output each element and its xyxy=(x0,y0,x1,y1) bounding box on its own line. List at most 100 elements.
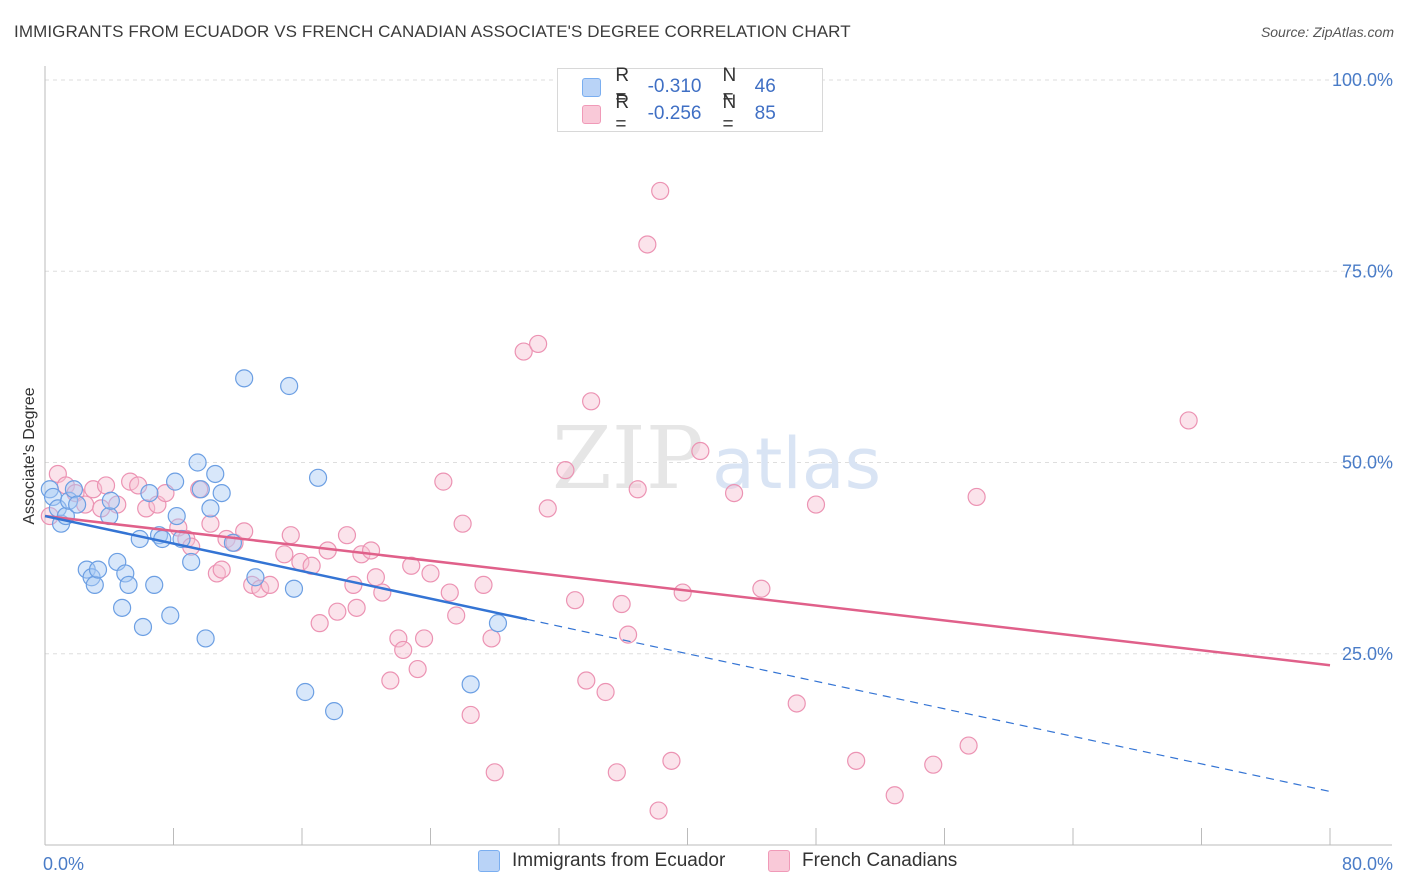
data-point-french xyxy=(651,181,670,201)
y-tick-label: 25.0% xyxy=(1342,644,1393,664)
legend-n-value: 85 xyxy=(754,103,776,124)
data-point-french xyxy=(618,625,638,644)
chart-title: IMMIGRANTS FROM ECUADOR VS FRENCH CANADI… xyxy=(14,22,851,41)
data-point-french xyxy=(959,736,978,755)
data-point-ecuador xyxy=(296,682,315,702)
data-point-ecuador xyxy=(85,575,104,595)
data-point-french xyxy=(344,575,363,595)
data-point-french xyxy=(596,682,615,702)
data-point-ecuador xyxy=(191,480,210,499)
data-point-french xyxy=(421,564,440,583)
source-label: Source: ZipAtlas.com xyxy=(1260,24,1394,40)
trend-line-ecuador xyxy=(44,514,528,621)
data-point-french xyxy=(251,579,270,598)
data-point-french xyxy=(673,583,692,602)
data-point-ecuador xyxy=(246,568,265,587)
data-point-ecuador xyxy=(133,617,153,637)
data-point-ecuador xyxy=(235,369,254,388)
data-point-ecuador xyxy=(166,472,185,491)
data-point-french xyxy=(96,476,116,495)
data-point-french xyxy=(538,499,557,518)
data-point-french xyxy=(724,484,744,503)
y-axis-label: Associate's Degree xyxy=(21,387,38,524)
data-point-ecuador xyxy=(196,629,215,648)
data-point-french xyxy=(752,579,771,598)
data-point-french xyxy=(347,598,366,617)
y-tick-label: 75.0% xyxy=(1342,261,1393,281)
data-point-french xyxy=(787,694,806,713)
data-point-french xyxy=(461,705,480,725)
data-point-french xyxy=(394,640,413,660)
bottom-legend-swatch-ecuador xyxy=(478,850,500,872)
data-point-french xyxy=(1179,411,1198,430)
bottom-legend-label-french: French Canadians xyxy=(802,850,958,871)
data-point-french xyxy=(337,526,357,545)
data-point-ecuador xyxy=(280,376,299,396)
data-point-french xyxy=(137,499,156,518)
data-point-french xyxy=(529,334,548,354)
data-point-ecuador xyxy=(182,552,201,572)
x-tick-label: 80.0% xyxy=(1342,854,1393,874)
y-tick-label: 50.0% xyxy=(1342,453,1393,473)
grid-lines xyxy=(45,79,1392,655)
data-point-french xyxy=(514,342,533,361)
data-point-french xyxy=(447,606,466,625)
data-point-ecuador xyxy=(284,579,304,598)
data-point-ecuador xyxy=(112,598,132,617)
data-point-ecuador xyxy=(130,529,149,549)
data-point-ecuador xyxy=(101,491,120,510)
y-tick-label: 100.0% xyxy=(1332,70,1393,90)
data-point-ecuador xyxy=(488,614,508,633)
legend-swatch-ecuador xyxy=(582,77,602,97)
data-point-french xyxy=(628,480,647,499)
data-point-french xyxy=(260,575,279,595)
trend-lines xyxy=(44,514,1331,793)
legend-r-value: -0.310 xyxy=(647,76,702,97)
data-point-ecuador xyxy=(68,495,87,514)
data-point-french xyxy=(885,786,904,805)
data-point-french xyxy=(565,591,585,610)
axes xyxy=(44,66,1392,846)
data-point-ecuador xyxy=(188,453,207,472)
data-point-french xyxy=(310,614,329,633)
data-point-ecuador xyxy=(64,480,84,499)
bottom-legend-item-ecuador: Immigrants from Ecuador xyxy=(478,850,725,872)
data-point-ecuador xyxy=(167,506,186,526)
bottom-legend-item-french: French Canadians xyxy=(768,850,957,872)
data-point-french xyxy=(474,575,493,595)
data-point-french xyxy=(275,545,294,564)
data-point-french xyxy=(381,671,400,690)
data-point-french xyxy=(482,629,501,648)
legend-row-ecuador: R = -0.310 N = 46 xyxy=(582,65,829,108)
bottom-legend-swatch-french xyxy=(768,850,790,872)
legend-r-label: R = xyxy=(615,92,630,135)
data-point-french xyxy=(361,541,381,560)
data-point-ecuador xyxy=(145,575,164,595)
data-point-french xyxy=(662,751,681,770)
trend-line-ecuador-extension xyxy=(526,618,1331,793)
legend-n-value: 46 xyxy=(754,76,776,97)
data-point-french xyxy=(453,514,472,533)
data-point-ecuador xyxy=(116,564,135,583)
legend-row-french: R = -0.256 N = 85 xyxy=(582,92,829,135)
legend-r-label: R = xyxy=(615,65,630,108)
data-point-ecuador xyxy=(161,606,180,625)
data-point-ecuador xyxy=(461,675,480,694)
data-point-french xyxy=(612,594,631,614)
watermark-zip: ZIP xyxy=(552,409,704,509)
data-point-ecuador xyxy=(212,484,231,503)
series-immigrants-from-ecuador xyxy=(40,369,508,721)
data-point-french xyxy=(556,461,575,480)
data-point-ecuador xyxy=(308,468,328,487)
data-point-french xyxy=(389,629,408,648)
watermark-atlas: atlas xyxy=(712,423,881,505)
data-point-french xyxy=(201,514,220,533)
data-point-ecuador xyxy=(140,484,159,503)
data-point-french xyxy=(638,235,657,254)
data-point-french xyxy=(414,629,434,648)
x-tick-label: 0.0% xyxy=(43,854,84,874)
data-point-french xyxy=(582,392,601,411)
series-french-canadians xyxy=(40,181,1198,820)
data-point-ecuador xyxy=(119,575,138,595)
